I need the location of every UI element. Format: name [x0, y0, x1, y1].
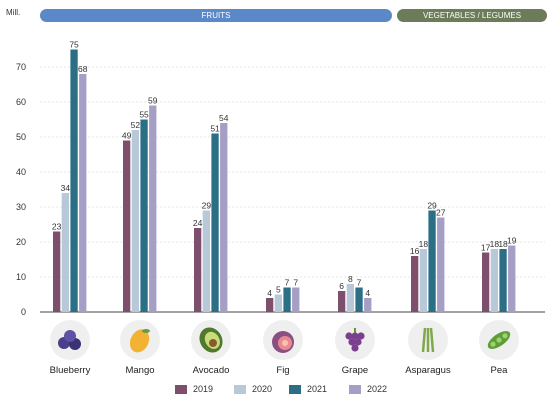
legend-item-2020: 2020	[234, 384, 272, 394]
bar-value-label: 55	[139, 110, 149, 120]
bar-mango-2021	[140, 119, 148, 312]
bar-mango-2022	[149, 105, 157, 312]
y-tick-label: 40	[16, 167, 26, 177]
y-tick-label: 70	[16, 62, 26, 72]
y-tick-label: 20	[16, 237, 26, 247]
bar-asparagus-2021	[428, 210, 436, 312]
bar-value-label: 5	[276, 285, 281, 295]
legend-item-2019: 2019	[175, 384, 213, 394]
bar-value-label: 59	[148, 96, 158, 106]
blueberry-icon	[50, 320, 90, 360]
bar-asparagus-2019	[411, 256, 419, 312]
legend-swatch	[289, 384, 301, 394]
bar-value-label: 49	[122, 131, 132, 141]
bar-blueberry-2020	[61, 193, 69, 312]
bar-value-label: 19	[507, 236, 517, 246]
category-label: Asparagus	[405, 365, 451, 376]
y-tick-label: 10	[16, 272, 26, 282]
bar-asparagus-2020	[419, 249, 427, 312]
bar-value-label: 18	[419, 239, 429, 249]
legend-swatch	[175, 384, 187, 394]
bar-value-label: 23	[52, 222, 62, 232]
category-label: Blueberry	[50, 365, 91, 376]
bar-pea-2021	[499, 249, 507, 312]
bar-value-label: 7	[293, 278, 298, 288]
bar-mango-2020	[131, 130, 139, 312]
bar-blueberry-2019	[53, 231, 61, 312]
bar-value-label: 8	[348, 274, 353, 284]
legend-label: 2020	[252, 384, 273, 394]
chart-legend: 2019 2020 2021 2022	[0, 384, 550, 398]
bar-fig-2021	[283, 287, 291, 312]
bar-pea-2022	[508, 245, 516, 312]
legend-label: 2019	[193, 384, 214, 394]
bar-value-label: 34	[61, 183, 71, 193]
category-label: Mango	[125, 365, 154, 376]
legend-item-2022: 2022	[349, 384, 387, 394]
bar-value-label: 51	[210, 124, 220, 134]
bar-value-label: 29	[202, 201, 212, 211]
pea-icon	[479, 320, 519, 360]
bar-value-label: 54	[219, 113, 229, 123]
category-label: Grape	[342, 365, 368, 376]
bar-value-label: 4	[365, 288, 370, 298]
bar-grape-2020	[346, 284, 354, 312]
bar-value-label: 18	[490, 239, 500, 249]
bar-pea-2019	[482, 252, 490, 312]
category-label: Avocado	[193, 365, 230, 376]
bar-avocado-2022	[220, 123, 228, 312]
bar-value-label: 24	[193, 218, 203, 228]
bar-fig-2022	[292, 287, 300, 312]
bar-value-label: 7	[285, 278, 290, 288]
legend-swatch	[234, 384, 246, 394]
category-label: Pea	[491, 365, 509, 376]
bar-value-label: 68	[78, 64, 88, 74]
mango-icon	[120, 320, 160, 360]
bar-blueberry-2022	[79, 74, 87, 312]
bar-fig-2019	[266, 298, 274, 312]
bar-avocado-2021	[211, 133, 219, 312]
bar-pea-2020	[490, 249, 498, 312]
bar-grape-2021	[355, 287, 363, 312]
legend-swatch	[349, 384, 361, 394]
bar-value-label: 18	[498, 239, 508, 249]
bar-value-label: 4	[267, 288, 272, 298]
bar-value-label: 16	[410, 246, 420, 256]
bar-asparagus-2022	[437, 217, 445, 312]
bar-value-label: 75	[69, 40, 79, 50]
y-tick-label: 60	[16, 97, 26, 107]
bar-value-label: 17	[481, 243, 491, 253]
unit-label: Mill.	[6, 8, 21, 17]
fruits-group-band: FRUITS	[40, 9, 392, 22]
y-tick-label: 0	[21, 307, 26, 317]
fig-icon	[263, 320, 303, 360]
legend-item-2021: 2021	[289, 384, 327, 394]
bar-mango-2019	[123, 140, 131, 312]
bar-blueberry-2021	[70, 49, 78, 312]
bar-grape-2022	[364, 298, 372, 312]
bar-value-label: 52	[131, 120, 141, 130]
legend-label: 2021	[307, 384, 328, 394]
asparagus-icon	[408, 320, 448, 360]
y-tick-label: 50	[16, 132, 26, 142]
bar-value-label: 7	[357, 278, 362, 288]
bar-fig-2020	[274, 294, 282, 312]
y-tick-label: 30	[16, 202, 26, 212]
bar-value-label: 27	[436, 208, 446, 218]
bar-value-label: 6	[339, 281, 344, 291]
bar-avocado-2020	[202, 210, 210, 312]
vegetables-group-band: VEGETABLES / LEGUMES	[397, 9, 547, 22]
category-label: Fig	[276, 365, 289, 376]
bar-grape-2019	[338, 291, 346, 312]
bar-avocado-2019	[194, 228, 202, 312]
bar-value-label: 29	[427, 201, 437, 211]
grape-icon	[335, 320, 375, 360]
legend-label: 2022	[367, 384, 388, 394]
avocado-icon	[191, 320, 231, 360]
